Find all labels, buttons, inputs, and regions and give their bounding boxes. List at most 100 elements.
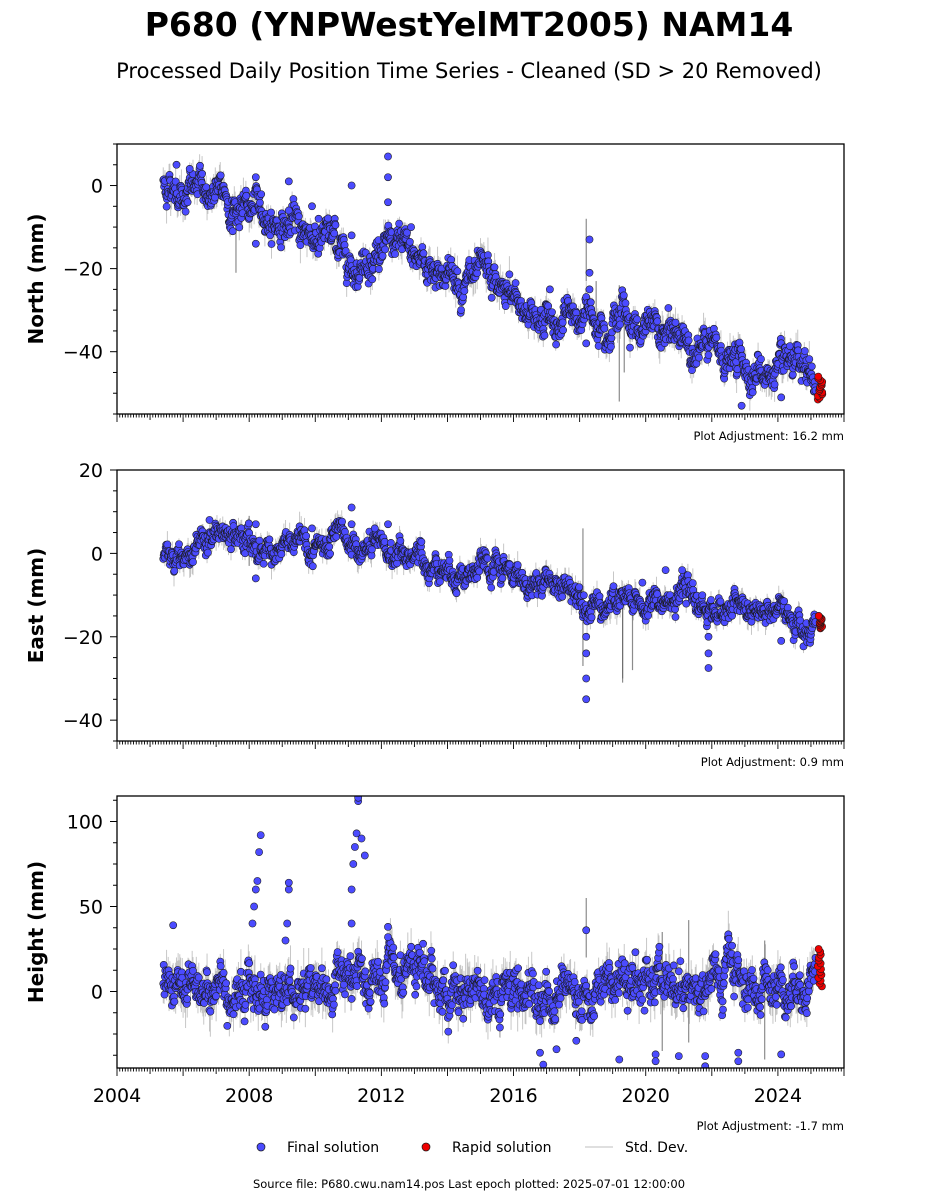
final-point — [452, 589, 461, 598]
final-point — [163, 540, 172, 549]
final-point — [505, 270, 514, 279]
panel-1: 0 −20 −40 North (mm) Plot Adjustment: 16.2 m… — [24, 143, 845, 443]
final-point — [338, 517, 346, 526]
final-point — [325, 542, 334, 551]
final-point — [284, 206, 293, 215]
final-point — [175, 540, 183, 549]
panels: 0 −20 −40 North (mm) Plot Adjustment: 16.2 m… — [24, 143, 845, 1133]
final-point — [664, 304, 673, 312]
final-point — [609, 582, 618, 591]
final-point — [185, 165, 194, 173]
final-point — [777, 393, 786, 402]
final-point — [265, 535, 274, 544]
final-point — [294, 212, 303, 221]
final-point — [498, 574, 507, 583]
final-point — [384, 173, 392, 182]
final-point — [559, 326, 567, 335]
final-point — [653, 590, 662, 598]
final-point — [419, 249, 428, 258]
final-point — [347, 181, 356, 190]
final-point — [347, 231, 356, 240]
final-point — [395, 219, 403, 228]
final-point — [621, 299, 630, 307]
chart-subtitle: Processed Daily Position Time Series - C… — [116, 59, 822, 83]
final-point — [172, 160, 181, 169]
final-point — [391, 250, 399, 258]
final-point — [355, 274, 364, 282]
final-point — [267, 208, 275, 217]
final-point — [436, 577, 444, 586]
final-point — [170, 567, 179, 575]
final-point — [805, 355, 814, 363]
final-point — [633, 315, 641, 324]
chart-title: P680 (YNPWestYelMT2005) NAM14 — [145, 5, 794, 44]
final-point — [748, 388, 757, 397]
final-point — [403, 228, 411, 237]
final-point — [196, 161, 204, 170]
final-point — [341, 247, 350, 255]
final-point — [460, 287, 469, 295]
final-point — [257, 190, 266, 199]
final-point — [202, 183, 211, 192]
final-point — [626, 343, 634, 352]
final-point — [251, 239, 260, 248]
final-point — [407, 223, 415, 231]
final-point — [457, 306, 465, 314]
final-point — [487, 293, 496, 302]
final-point — [277, 243, 285, 252]
final-point — [242, 191, 251, 200]
final-point — [548, 308, 556, 317]
final-point — [671, 318, 680, 327]
final-point — [183, 198, 192, 207]
final-point — [198, 169, 206, 178]
final-point — [302, 532, 311, 540]
final-solution-points — [159, 152, 820, 410]
final-point — [688, 579, 697, 587]
final-point — [235, 223, 244, 232]
final-point — [619, 291, 628, 300]
final-point — [483, 554, 492, 563]
plot-area — [159, 152, 827, 411]
final-point — [331, 221, 340, 229]
final-point — [712, 333, 721, 342]
final-point — [616, 320, 624, 329]
final-point — [308, 562, 317, 571]
final-point — [671, 613, 680, 621]
final-point — [378, 252, 387, 260]
final-point — [595, 592, 604, 601]
final-point — [181, 207, 190, 216]
final-point — [417, 538, 426, 546]
final-point — [684, 336, 693, 345]
final-point — [326, 549, 334, 558]
final-point — [513, 561, 522, 569]
final-point — [171, 177, 180, 186]
final-point — [544, 302, 553, 310]
final-point — [314, 214, 323, 223]
final-point — [475, 567, 484, 576]
final-point — [807, 362, 816, 371]
final-point — [204, 548, 212, 557]
final-point — [284, 177, 293, 186]
final-point — [256, 198, 264, 207]
y-axis-label: North (mm) — [24, 213, 48, 344]
final-point — [216, 171, 225, 180]
final-point — [757, 355, 765, 363]
final-point — [770, 380, 779, 389]
final-point — [189, 558, 197, 566]
final-point — [459, 293, 468, 302]
final-point — [375, 265, 383, 273]
final-point — [251, 173, 260, 182]
final-point — [490, 263, 499, 272]
final-point — [396, 537, 405, 545]
final-point — [644, 611, 653, 620]
final-point — [445, 556, 454, 565]
final-point — [800, 347, 809, 355]
final-point — [704, 351, 713, 359]
final-point — [540, 331, 549, 340]
final-point — [381, 245, 389, 254]
final-point — [368, 545, 376, 554]
final-point — [332, 532, 341, 541]
final-point — [728, 611, 736, 620]
final-point — [473, 269, 482, 277]
